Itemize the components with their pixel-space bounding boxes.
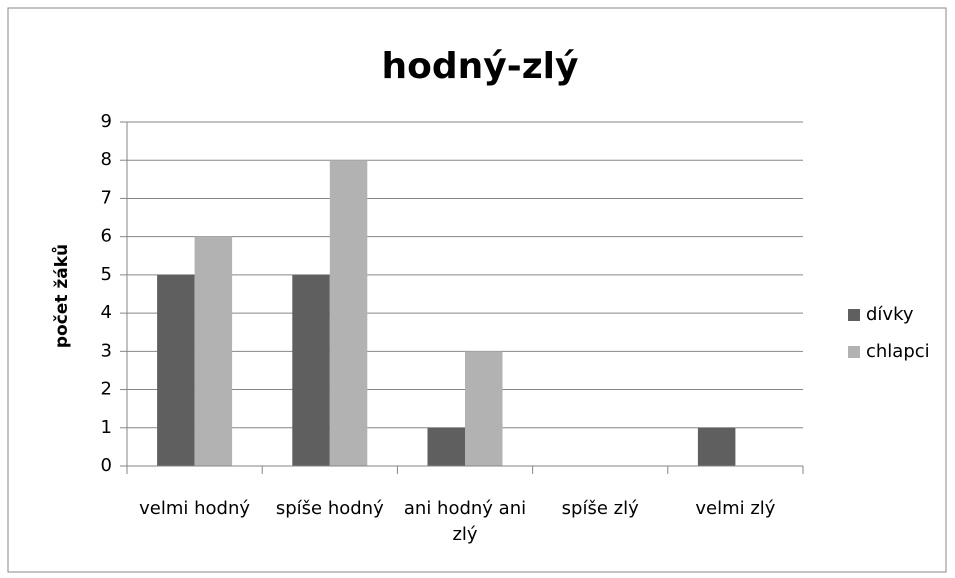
bar (194, 236, 233, 466)
bar (697, 427, 736, 466)
bar (329, 160, 368, 466)
bar (292, 274, 330, 466)
x-tick-label: velmi hodný (139, 498, 251, 519)
y-tick-label: 2 (101, 379, 112, 400)
y-tick-label: 9 (101, 111, 112, 132)
x-tick-label: spíše hodný (275, 498, 384, 519)
legend-swatch (848, 309, 860, 321)
x-tick-label: spíše zlý (561, 498, 639, 519)
x-tick-label: ani hodný ani zlý (403, 498, 527, 545)
y-axis-label: počet žáků (50, 244, 72, 348)
y-tick-label: 0 (101, 455, 112, 476)
y-tick-label: 4 (101, 302, 112, 323)
y-tick-label: 5 (101, 264, 112, 285)
bar (465, 351, 503, 466)
x-tick-label: velmi zlý (695, 498, 776, 519)
y-tick-label: 1 (101, 417, 112, 438)
y-tick-label: 6 (101, 226, 112, 247)
y-tick-label: 7 (101, 187, 112, 208)
y-tick-label: 8 (101, 149, 112, 170)
chart-border (7, 7, 947, 573)
legend-swatch (848, 346, 860, 358)
legend-label: chlapci (866, 341, 930, 362)
chart-title: hodný-zlý (382, 46, 579, 87)
bar (157, 274, 195, 466)
legend-label: dívky (866, 304, 914, 325)
y-tick-label: 3 (101, 340, 112, 361)
bar (427, 427, 465, 466)
